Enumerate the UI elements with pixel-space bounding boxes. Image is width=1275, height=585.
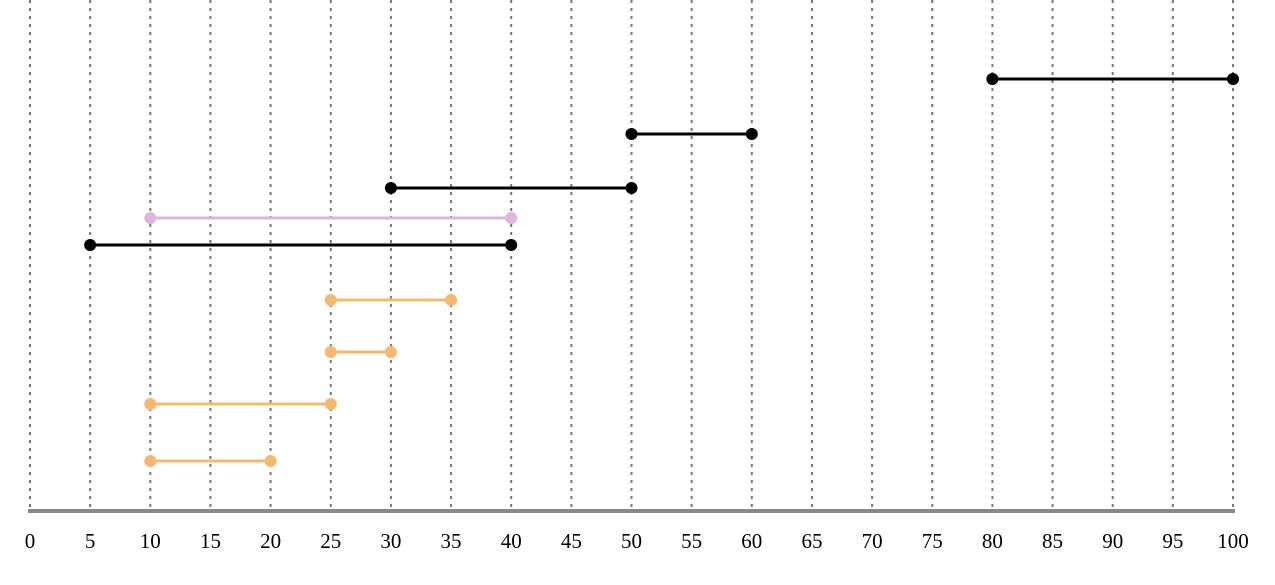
interval-start: [324, 346, 337, 358]
interval-end: [445, 294, 458, 306]
interval-start: [144, 455, 157, 467]
x-tick-label: 70: [862, 529, 883, 553]
interval-end: [745, 128, 758, 140]
x-tick-label: 15: [200, 529, 221, 553]
x-tick-label: 55: [681, 529, 702, 553]
interval-end: [505, 239, 518, 251]
interval-end: [505, 212, 518, 224]
x-tick-label: 45: [561, 529, 582, 553]
interval-start: [84, 239, 97, 251]
interval-start: [625, 128, 638, 140]
interval-start: [144, 212, 157, 224]
interval-end: [324, 398, 337, 410]
x-tick-label: 50: [621, 529, 642, 553]
x-tick-label: 25: [320, 529, 341, 553]
x-tick-label: 95: [1162, 529, 1183, 553]
interval-start: [144, 398, 157, 410]
interval-end: [384, 346, 397, 358]
x-tick-label: 10: [140, 529, 161, 553]
x-tick-label: 20: [260, 529, 281, 553]
x-tick-label: 85: [1042, 529, 1063, 553]
x-tick-label: 80: [982, 529, 1003, 553]
x-tick-label: 5: [85, 529, 96, 553]
x-tick-label: 75: [922, 529, 943, 553]
interval-start: [384, 182, 397, 194]
x-tick-label: 90: [1102, 529, 1123, 553]
x-tick-label: 40: [501, 529, 522, 553]
x-tick-label: 100: [1217, 529, 1249, 553]
interval-start: [324, 294, 337, 306]
interval-end: [625, 182, 638, 194]
x-tick-label: 0: [25, 529, 36, 553]
x-tick-label: 30: [380, 529, 401, 553]
x-tick-label: 35: [441, 529, 462, 553]
interval-end: [264, 455, 277, 467]
x-tick-label: 65: [801, 529, 822, 553]
interval-start: [986, 73, 999, 85]
x-tick-label: 60: [741, 529, 762, 553]
interval-end: [1227, 73, 1239, 85]
